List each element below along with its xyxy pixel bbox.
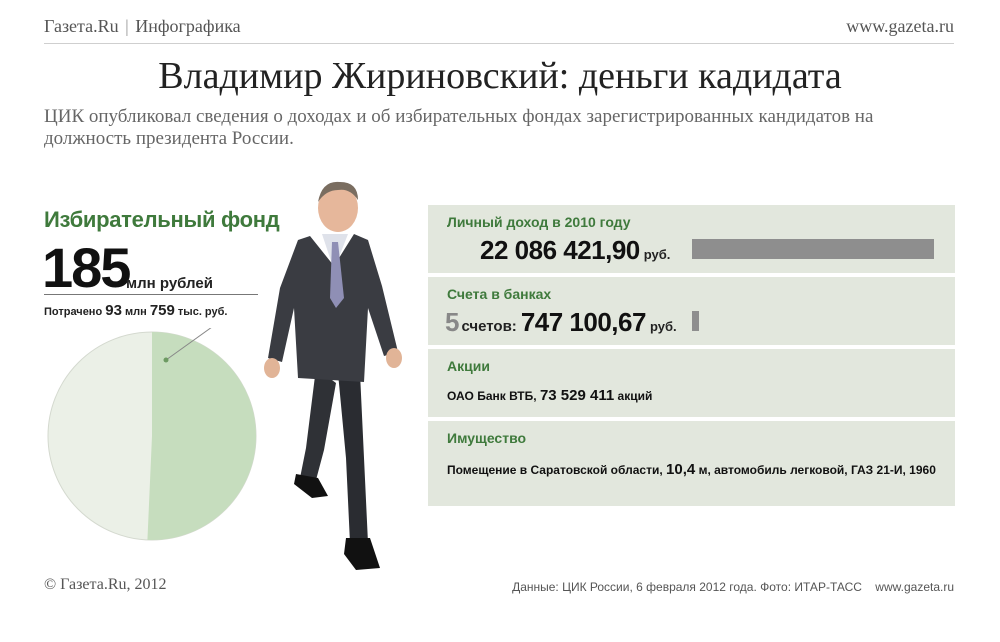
spent-mln: 93 xyxy=(105,302,122,319)
brand-name: Газета.Ru xyxy=(44,16,119,36)
spent-prefix: Потрачено xyxy=(44,306,103,318)
bank-count: 5 xyxy=(445,307,460,337)
header-divider xyxy=(44,43,954,44)
fund-unit: млн рублей xyxy=(126,275,213,292)
bank-bar xyxy=(692,311,700,331)
copyright: © Газета.Ru, 2012 xyxy=(44,576,167,593)
pie-callout-dot xyxy=(163,357,169,363)
fund-value: 185 xyxy=(42,236,131,299)
page-subtitle: ЦИК опубликовал сведения о доходах и об … xyxy=(44,106,874,149)
property-suffix: м, автомобиль легковой, ГАЗ 21-И, 1960 xyxy=(698,463,936,477)
bank-count-unit: счетов: xyxy=(461,318,517,335)
bank-label: Счета в банках xyxy=(447,286,552,302)
property-prefix: Помещение в Саратовской области, xyxy=(447,463,663,477)
income-currency: руб. xyxy=(643,247,671,262)
page-title: Владимир Жириновский: деньги кадидата xyxy=(158,55,842,97)
income-value: 22 086 421,90 xyxy=(480,235,640,265)
source-line: Данные: ЦИК России, 6 февраля 2012 года.… xyxy=(512,580,954,594)
bank-value-row: 5 счетов: 747 100,67 руб. xyxy=(445,307,677,338)
fund-heading: Избирательный фонд xyxy=(44,207,280,232)
candidate-photo xyxy=(264,181,402,570)
panel-income: Личный доход в 2010 году 22 086 421,90 ру… xyxy=(428,205,955,273)
source-text: Данные: ЦИК России, 6 февраля 2012 года.… xyxy=(512,580,862,594)
pie-slice-spent xyxy=(147,332,256,540)
panel-bank-accounts: Счета в банках 5 счетов: 747 100,67 руб. xyxy=(428,277,955,345)
income-value-row: 22 086 421,90 руб. xyxy=(480,235,670,266)
property-label: Имущество xyxy=(447,430,527,446)
site-url[interactable]: www.gazeta.ru xyxy=(846,16,954,36)
brand-separator: | xyxy=(125,16,129,36)
shares-label: Акции xyxy=(447,358,490,374)
spent-thou-unit: тыс. руб. xyxy=(177,306,228,318)
property-text: Помещение в Саратовской области, 10,4 м,… xyxy=(447,461,936,478)
brand-section: Инфографика xyxy=(135,16,241,36)
shares-unit: акций xyxy=(617,389,653,403)
income-label: Личный доход в 2010 году xyxy=(447,214,631,230)
footer-site-link[interactable]: www.gazeta.ru xyxy=(875,580,954,594)
brand-header: Газета.Ru | Инфографика xyxy=(44,16,241,37)
spent-mln-unit: млн xyxy=(124,306,147,318)
shares-value: 73 529 411 xyxy=(539,387,615,404)
bank-currency: руб. xyxy=(649,319,677,334)
panel-shares: Акции ОАО Банк ВТБ, 73 529 411 акций xyxy=(428,349,955,417)
spent-thou: 759 xyxy=(149,302,175,319)
bank-value: 747 100,67 xyxy=(520,307,647,337)
pie-callout-line xyxy=(165,328,212,361)
shares-text: ОАО Банк ВТБ, 73 529 411 акций xyxy=(447,387,652,404)
fund-underline xyxy=(44,294,258,295)
income-bar xyxy=(692,239,934,259)
fund-spent: Потрачено 93 млн 759 тыс. руб. xyxy=(44,302,227,319)
shares-prefix: ОАО Банк ВТБ, xyxy=(447,389,537,403)
panel-property: Имущество Помещение в Саратовской област… xyxy=(428,421,955,506)
fund-pie-chart xyxy=(47,328,257,541)
property-value: 10,4 xyxy=(666,461,696,478)
